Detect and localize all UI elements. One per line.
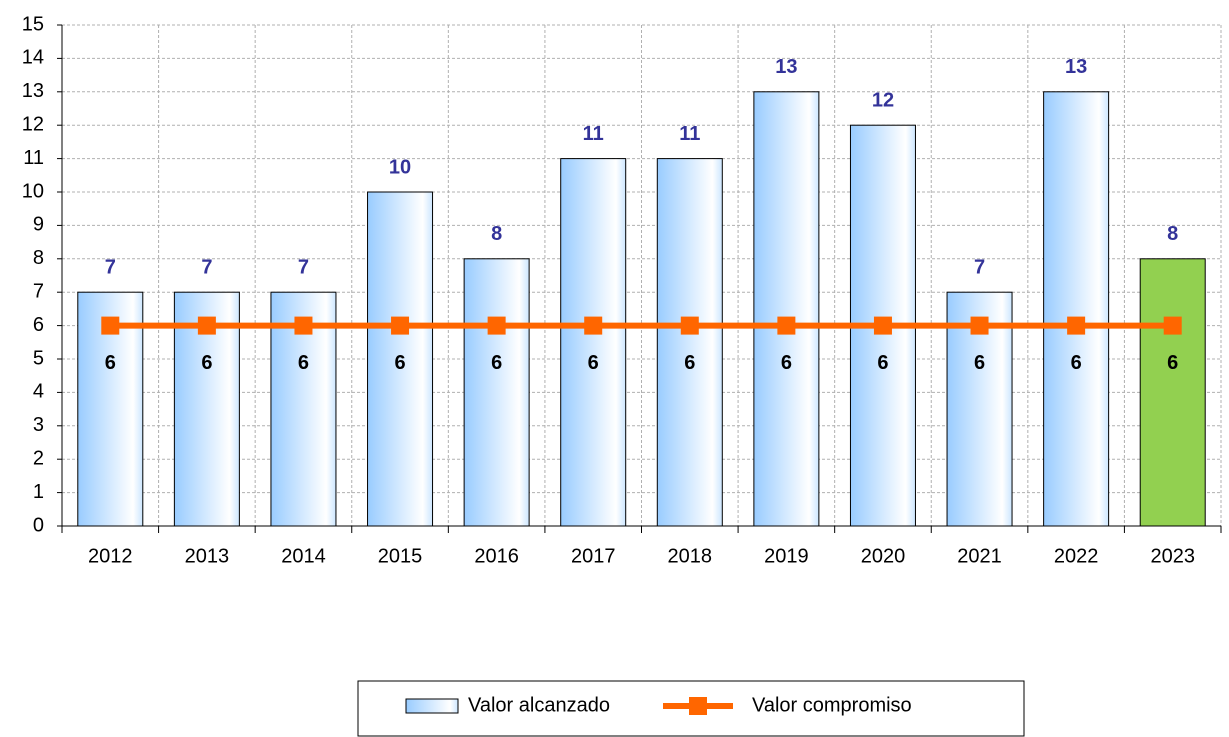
bar-value-label: 12 (872, 89, 894, 111)
bar-value-label: 10 (389, 156, 411, 178)
y-tick-label: 11 (23, 147, 44, 169)
legend-label: Valor compromiso (752, 694, 912, 716)
line-marker (487, 316, 506, 335)
bar (656, 158, 723, 527)
y-tick-label: 2 (33, 447, 44, 469)
y-tick-label: 12 (22, 113, 44, 135)
y-tick-label: 1 (33, 481, 44, 503)
line-marker (777, 316, 796, 335)
bar-value-label: 8 (491, 223, 502, 245)
x-tick-label: 2018 (668, 545, 713, 567)
y-tick-label: 8 (33, 247, 44, 269)
line-marker (391, 316, 410, 335)
line-marker (101, 316, 120, 335)
x-tick-label: 2019 (764, 545, 809, 567)
line-marker (873, 316, 892, 335)
x-tick-label: 2012 (88, 545, 133, 567)
y-tick-label: 3 (33, 414, 44, 436)
bar-value-label: 7 (201, 256, 212, 278)
y-tick-label: 7 (33, 280, 44, 302)
bar-value-label: 7 (105, 256, 116, 278)
y-tick-label: 14 (22, 47, 44, 69)
bar-value-label: 11 (679, 123, 700, 145)
bar (560, 158, 627, 527)
y-tick-label: 9 (33, 214, 44, 236)
line-value-label: 6 (781, 352, 792, 374)
bar-value-label: 11 (583, 123, 604, 145)
line-marker (197, 316, 216, 335)
line-marker (680, 316, 699, 335)
x-tick-label: 2020 (861, 545, 906, 567)
x-tick-label: 2014 (281, 545, 326, 567)
legend-swatch (405, 698, 459, 714)
line-marker (584, 316, 603, 335)
x-tick-label: 2015 (378, 545, 423, 567)
line-value-label: 6 (105, 352, 116, 374)
bar (367, 191, 434, 527)
y-tick-label: 0 (33, 514, 44, 536)
bar (753, 91, 820, 527)
line-value-label: 6 (1167, 352, 1178, 374)
x-tick-label: 2013 (185, 545, 230, 567)
x-tick-label: 2023 (1150, 545, 1195, 567)
line-marker (294, 316, 313, 335)
bar-value-label: 7 (974, 256, 985, 278)
bar-value-label: 13 (1065, 56, 1087, 78)
bar (463, 258, 530, 527)
line-value-label: 6 (684, 352, 695, 374)
line-marker (1163, 316, 1182, 335)
legend-marker (689, 697, 707, 715)
bar-value-label: 8 (1167, 223, 1178, 245)
y-tick-label: 6 (33, 314, 44, 336)
y-tick-label: 10 (22, 180, 44, 202)
line-value-label: 6 (974, 352, 985, 374)
x-tick-label: 2022 (1054, 545, 1099, 567)
bar (1139, 258, 1206, 527)
legend-label: Valor alcanzado (468, 694, 610, 716)
y-tick-label: 15 (22, 13, 44, 35)
y-tick-label: 5 (33, 347, 44, 369)
line-marker (1067, 316, 1086, 335)
line-value-label: 6 (1071, 352, 1082, 374)
line-value-label: 6 (877, 352, 888, 374)
line-value-label: 6 (588, 352, 599, 374)
x-tick-label: 2016 (474, 545, 519, 567)
line-value-label: 6 (201, 352, 212, 374)
y-tick-label: 13 (22, 80, 44, 102)
bar-value-label: 13 (775, 56, 797, 78)
bar-value-label: 7 (298, 256, 309, 278)
y-tick-label: 4 (33, 381, 44, 403)
x-tick-label: 2017 (571, 545, 616, 567)
line-value-label: 6 (394, 352, 405, 374)
line-value-label: 6 (298, 352, 309, 374)
bar (1043, 91, 1110, 527)
line-value-label: 6 (491, 352, 502, 374)
x-tick-label: 2021 (957, 545, 1002, 567)
line-marker (970, 316, 989, 335)
